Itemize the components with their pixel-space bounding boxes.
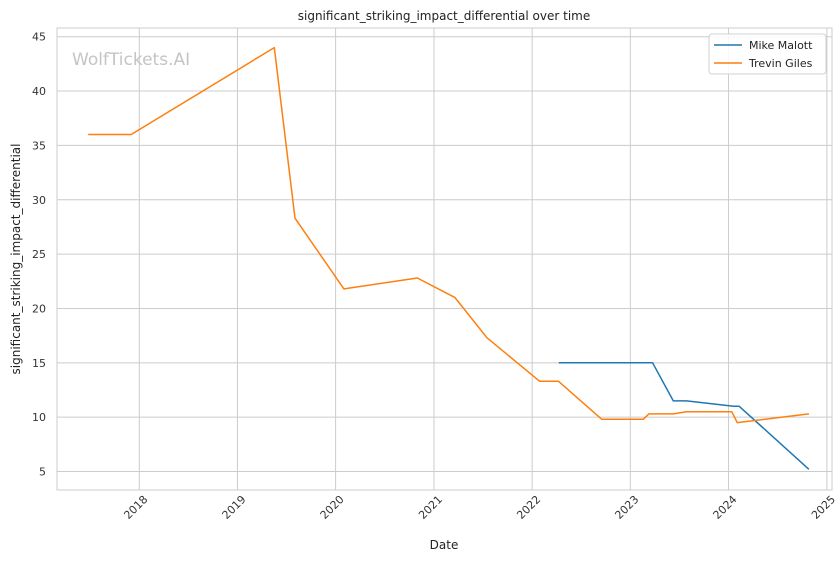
y-tick-label: 40	[32, 85, 46, 98]
data-point	[538, 380, 541, 383]
data-point	[416, 277, 419, 280]
plot-area-border	[56, 27, 833, 491]
data-point	[342, 287, 345, 290]
series-line-mike-malott	[558, 362, 810, 470]
y-tick-label: 10	[32, 411, 46, 424]
y-axis-ticks: 5 10 15 20 25 30 35 40 45	[32, 31, 46, 479]
legend-label-trevin-giles: Trevin Giles	[748, 57, 813, 70]
data-point	[672, 412, 675, 415]
data-point	[557, 361, 560, 364]
x-axis-title: Date	[430, 538, 459, 552]
data-point	[486, 336, 489, 339]
y-axis-title: significant_striking_impact_differential	[9, 144, 23, 375]
data-point	[273, 46, 276, 49]
y-tick-label: 45	[32, 31, 46, 44]
data-point	[807, 412, 810, 415]
data-point	[807, 468, 810, 471]
y-tick-label: 25	[32, 248, 46, 261]
data-point	[647, 412, 650, 415]
legend: Mike Malott Trevin Giles	[708, 33, 827, 75]
series-layer	[87, 46, 810, 471]
data-point	[736, 421, 739, 424]
data-point	[130, 133, 133, 136]
data-point	[738, 405, 741, 408]
data-point	[685, 399, 688, 402]
data-point	[557, 380, 560, 383]
y-tick-label: 30	[32, 194, 46, 207]
data-point	[294, 217, 297, 220]
data-point	[642, 418, 645, 421]
legend-label-mike-malott: Mike Malott	[749, 39, 813, 52]
chart-title: significant_striking_impact_differential…	[298, 9, 590, 23]
y-tick-label: 5	[39, 466, 46, 479]
data-point	[651, 361, 654, 364]
data-point	[454, 296, 457, 299]
data-point	[730, 410, 733, 413]
grid-lines	[57, 28, 832, 490]
data-point	[685, 410, 688, 413]
data-point	[732, 405, 735, 408]
data-point	[87, 133, 90, 136]
y-tick-label: 35	[32, 139, 46, 152]
y-tick-label: 15	[32, 357, 46, 370]
y-tick-label: 20	[32, 302, 46, 315]
data-point	[672, 399, 675, 402]
data-point	[600, 418, 603, 421]
legend-box	[708, 33, 827, 75]
watermark-text: WolfTickets.AI	[72, 50, 190, 70]
series-line-trevin-giles	[88, 46, 809, 424]
